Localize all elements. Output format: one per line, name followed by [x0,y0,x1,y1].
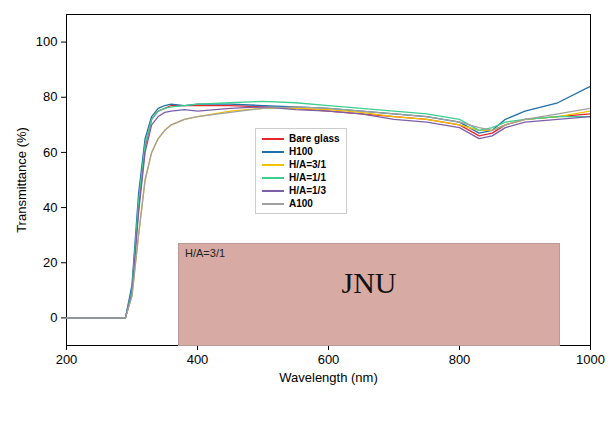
html-text:JNU: JNU [341,266,397,299]
svg-text:200: 200 [56,352,78,367]
html-text:H100: H100 [289,146,313,157]
svg-text:20: 20 [43,255,57,270]
svg-text:100: 100 [36,34,58,49]
html-text:H/A=3/1: H/A=3/1 [185,247,226,259]
html-text:H/A=1/3: H/A=1/3 [289,185,326,196]
html-text:H/A=3/1: H/A=3/1 [289,159,326,170]
svg-text:1000: 1000 [576,352,605,367]
html-text:A100: A100 [289,198,313,209]
svg-text:800: 800 [449,352,471,367]
html-text:Bare glass: Bare glass [289,133,340,144]
svg-text:0: 0 [50,310,57,325]
svg-text:Transmittance (%): Transmittance (%) [14,127,29,233]
html-text:H/A=1/1: H/A=1/1 [289,172,326,183]
svg-text:80: 80 [43,89,57,104]
svg-text:Wavelength (nm): Wavelength (nm) [279,370,378,385]
svg-text:60: 60 [43,145,57,160]
svg-text:40: 40 [43,200,57,215]
svg-text:600: 600 [318,352,340,367]
svg-text:400: 400 [187,352,209,367]
